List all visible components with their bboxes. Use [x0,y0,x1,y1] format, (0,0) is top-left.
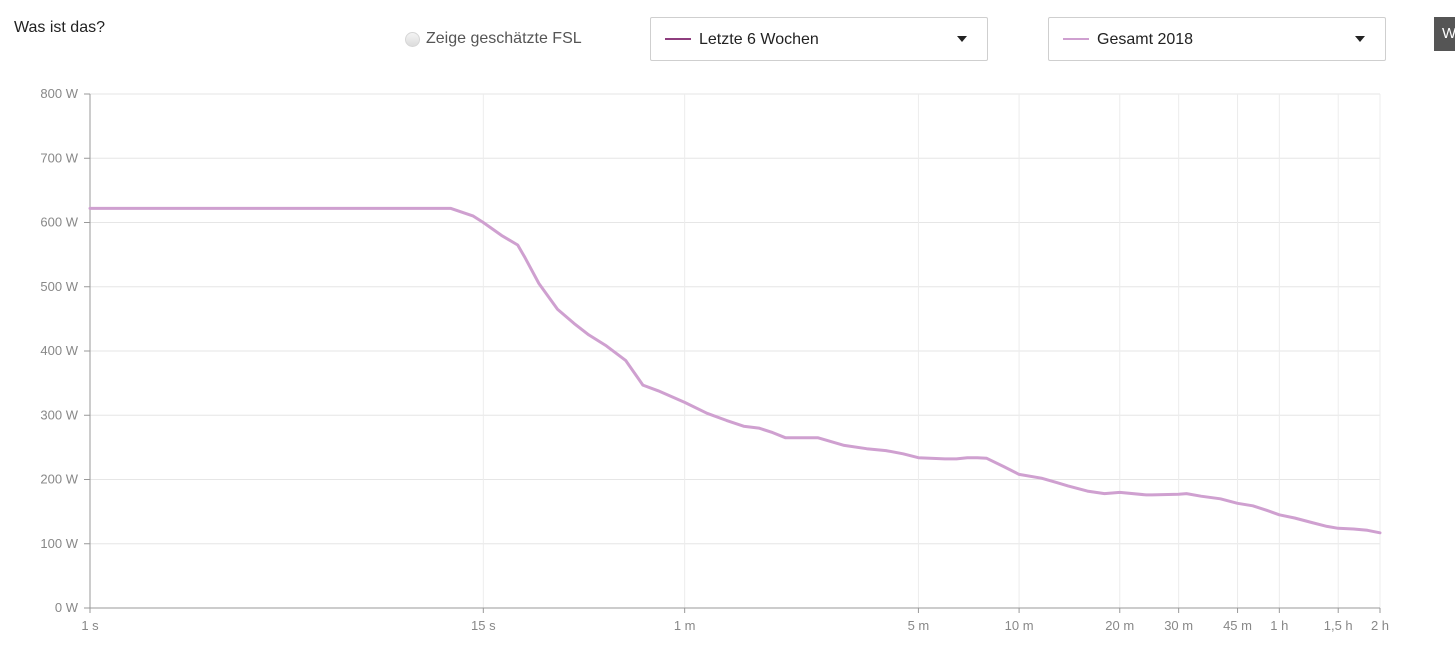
y-tick-label: 800 W [40,86,78,101]
x-tick-label: 10 m [1005,618,1034,633]
fsl-checkbox[interactable] [405,31,420,47]
x-tick-label: 20 m [1105,618,1134,633]
y-tick-label: 500 W [40,279,78,294]
y-tick-label: 400 W [40,343,78,358]
series-swatch-secondary [1063,38,1089,40]
y-tick-label: 300 W [40,407,78,422]
x-tick-label: 45 m [1223,618,1252,633]
x-tick-label: 1 m [674,618,696,633]
chevron-down-icon [957,36,967,42]
series-swatch-primary [665,38,691,40]
period-select-primary[interactable]: Letzte 6 Wochen [650,17,988,61]
fsl-toggle[interactable]: Zeige geschätzte FSL [405,30,582,48]
fsl-toggle-label: Zeige geschätzte FSL [426,30,582,47]
y-tick-label: 700 W [40,150,78,165]
help-link[interactable]: Was ist das? [14,19,105,36]
x-tick-label: 1,5 h [1324,618,1353,633]
period-select-secondary[interactable]: Gesamt 2018 [1048,17,1386,61]
chevron-down-icon [1355,36,1365,42]
series-line [88,206,1382,535]
period-select-secondary-label: Gesamt 2018 [1097,31,1194,48]
x-tick-label: 30 m [1164,618,1193,633]
edge-button[interactable]: W [1434,17,1455,51]
x-tick-label: 15 s [471,618,496,633]
period-select-primary-label: Letzte 6 Wochen [699,31,819,48]
x-tick-label: 1 h [1270,618,1288,633]
y-tick-label: 0 W [55,600,79,615]
y-tick-label: 100 W [40,536,78,551]
y-tick-label: 600 W [40,215,78,230]
y-tick-label: 200 W [40,472,78,487]
x-tick-label: 2 h [1371,618,1389,633]
x-tick-label: 1 s [81,618,99,633]
x-tick-label: 5 m [908,618,930,633]
